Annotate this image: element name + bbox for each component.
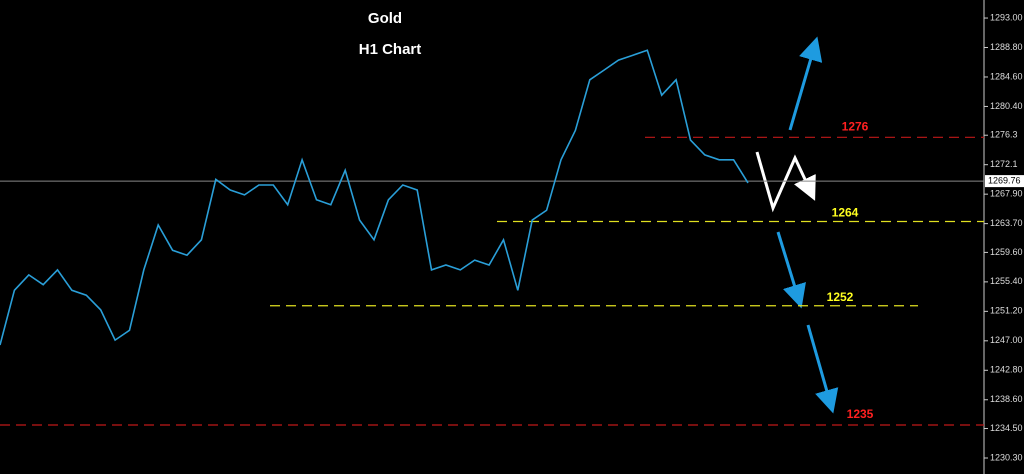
arrow-down: [806, 324, 839, 414]
level-label: 1252: [827, 290, 854, 304]
chart-title: Gold: [368, 10, 402, 27]
y-tick-label: 1288.80: [990, 42, 1023, 52]
y-tick-label: 1284.60: [990, 71, 1023, 81]
y-tick-label: 1280.40: [990, 101, 1023, 111]
y-tick-label: 1251.20: [990, 306, 1023, 316]
zigzag-arrow: [755, 151, 816, 213]
price-line: [0, 49, 749, 346]
y-tick-label: 1247.00: [990, 335, 1023, 345]
forecast-arrows: [755, 36, 839, 414]
y-tick-label: 1259.60: [990, 247, 1023, 257]
last-price-label: 1269.76: [988, 175, 1021, 185]
level-label: 1264: [832, 206, 859, 220]
arrow-up: [788, 36, 823, 131]
y-tick-label: 1255.40: [990, 276, 1023, 286]
y-tick-label: 1267.90: [990, 189, 1023, 199]
level-label: 1235: [847, 407, 874, 421]
y-tick-label: 1238.60: [990, 394, 1023, 404]
y-tick-label: 1272.1: [990, 159, 1018, 169]
level-label: 1276: [842, 119, 869, 133]
last-price-box: [985, 175, 1024, 188]
arrow-down: [776, 231, 806, 309]
y-tick-label: 1230.30: [990, 452, 1023, 462]
y-tick-label: 1276.3: [990, 130, 1018, 140]
y-tick-label: 1293.00: [990, 12, 1023, 22]
chart-subtitle: H1 Chart: [359, 41, 422, 58]
y-tick-label: 1234.50: [990, 423, 1023, 433]
y-tick-label: 1242.80: [990, 365, 1023, 375]
y-tick-label: 1263.70: [990, 218, 1023, 228]
